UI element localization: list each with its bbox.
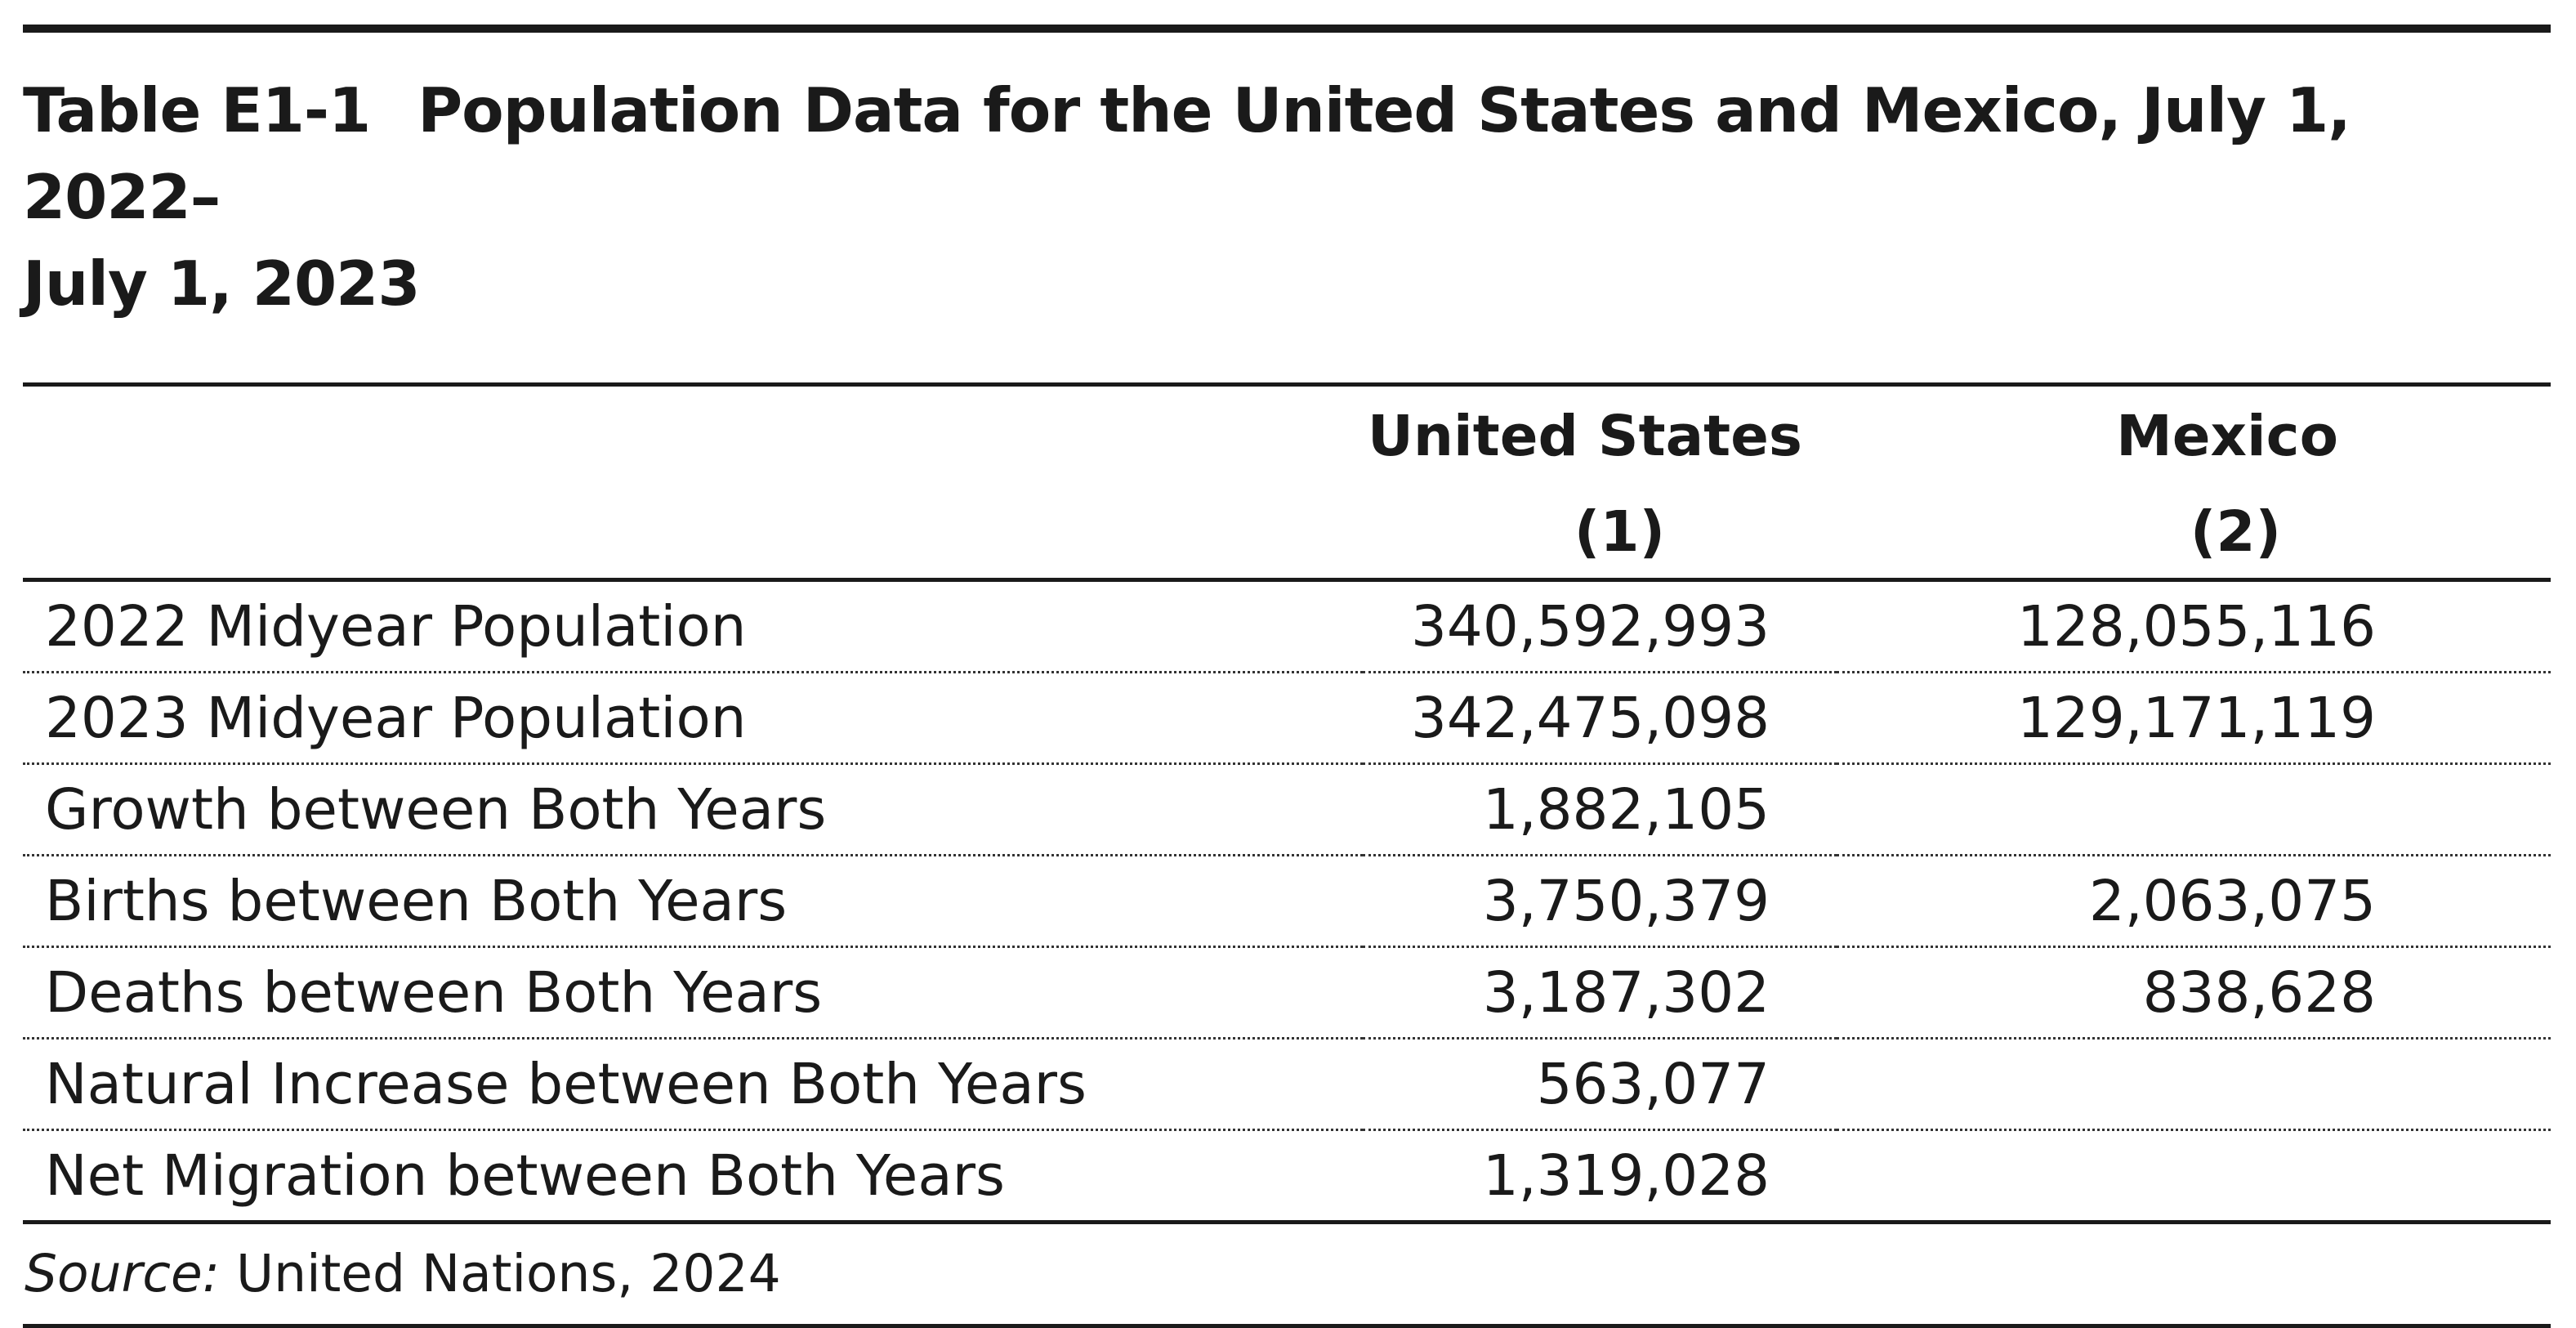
row-label-index <box>23 486 1363 580</box>
source-text: United Nations, 2024 <box>220 1244 781 1303</box>
column-index-us: (1) <box>1574 499 1665 565</box>
table-row: Growth between Both Years 1,882,105 <box>23 764 2551 856</box>
us-value: 563,077 <box>1536 1051 1770 1117</box>
header-rule <box>23 382 2551 387</box>
table-title-line2: July 1, 2023 <box>23 248 421 320</box>
mexico-value <box>1837 764 2551 856</box>
source-label: Source: <box>25 1244 220 1303</box>
row-label: Net Migration between Both Years <box>45 1142 1005 1209</box>
table-title-line1: Population Data for the United States an… <box>23 74 2351 233</box>
row-label: Births between Both Years <box>45 868 788 934</box>
row-label: 2022 Midyear Population <box>45 593 747 660</box>
table-row: 2023 Midyear Population 342,475,098 129,… <box>23 673 2551 764</box>
table-row: Natural Increase between Both Years 563,… <box>23 1039 2551 1130</box>
table-figure: Table E1-1 Population Data for the United… <box>23 25 2551 1328</box>
population-table: United States Mexico (1) (2) 2022 Midyea… <box>23 387 2551 1224</box>
column-header-mexico: Mexico <box>2116 404 2338 469</box>
table-row: Net Migration between Both Years 1,319,0… <box>23 1130 2551 1223</box>
table-number: Table E1-1 <box>23 74 371 146</box>
table-row: Deaths between Both Years 3,187,302 838,… <box>23 947 2551 1039</box>
us-value: 1,882,105 <box>1482 776 1770 843</box>
table-row: 2022 Midyear Population 340,592,993 128,… <box>23 580 2551 673</box>
bottom-rule <box>23 1324 2551 1328</box>
column-header-us: United States <box>1367 404 1802 469</box>
row-label: Growth between Both Years <box>45 776 827 843</box>
mexico-value: 838,628 <box>2142 959 2376 1026</box>
mexico-value: 128,055,116 <box>2017 593 2376 660</box>
us-value: 3,187,302 <box>1482 959 1770 1026</box>
row-label: Deaths between Both Years <box>45 959 823 1026</box>
table-title: Table E1-1 Population Data for the United… <box>23 67 2551 327</box>
mexico-value: 2,063,075 <box>2088 868 2376 934</box>
table-row: Births between Both Years 3,750,379 2,06… <box>23 856 2551 947</box>
row-label: Natural Increase between Both Years <box>45 1051 1087 1117</box>
us-value: 340,592,993 <box>1411 593 1770 660</box>
us-value: 3,750,379 <box>1482 868 1770 934</box>
us-value: 342,475,098 <box>1411 685 1770 751</box>
row-label-header <box>23 387 1363 486</box>
mexico-value: 129,171,119 <box>2017 685 2376 751</box>
row-label: 2023 Midyear Population <box>45 685 747 751</box>
mexico-value <box>1837 1039 2551 1130</box>
column-header-row: United States Mexico <box>23 387 2551 486</box>
column-index-mexico: (2) <box>2190 499 2281 565</box>
top-rule <box>23 25 2551 33</box>
us-value: 1,319,028 <box>1482 1142 1770 1209</box>
column-index-row: (1) (2) <box>23 486 2551 580</box>
source-note: Source: United Nations, 2024 <box>23 1224 2551 1324</box>
mexico-value <box>1837 1130 2551 1223</box>
